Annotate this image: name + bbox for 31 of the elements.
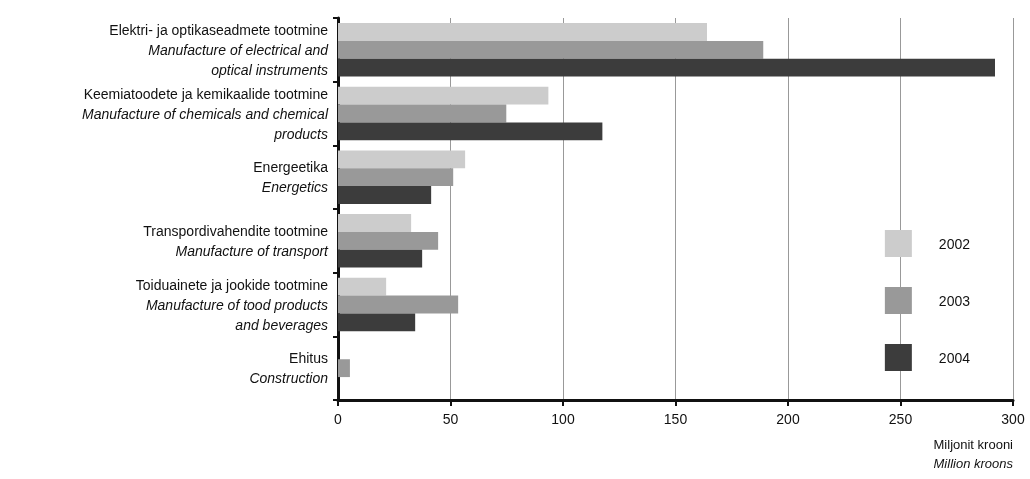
bar <box>338 186 432 204</box>
x-tick-label: 250 <box>888 411 913 427</box>
bar <box>338 122 603 141</box>
bar <box>338 249 423 268</box>
y-tick-label: Toiduainete ja jookide tootmine Manufacture of tood products and beverages <box>135 276 329 333</box>
bar <box>338 150 466 169</box>
bar <box>338 58 995 77</box>
y-tick-label: Elektri- ja optikaseadmete tootmine Manufacture of electrical and optical instruments <box>109 21 330 78</box>
x-tick-label: 100 <box>551 411 575 427</box>
x-axis-title: Miljonit krooni Million kroons <box>933 437 1014 471</box>
bar <box>338 313 416 332</box>
x-tick-label: 0 <box>334 411 343 427</box>
bar <box>338 86 549 105</box>
y-tick-label: Transpordivahendite tootmine Manufacture of transport <box>143 222 330 259</box>
y-tick-label: Keemiatoodete ja kemikaalide tootmine Manufacture of chemicals and chemical products <box>82 85 329 142</box>
x-tick-label: 200 <box>776 411 800 427</box>
y-tick-label: Energeetika Energetics <box>253 159 329 196</box>
bar <box>338 104 507 123</box>
legend-label: 2002 <box>938 235 971 252</box>
x-tick-label: 150 <box>663 411 688 427</box>
y-tick-label: Ehitus Construction <box>249 350 329 387</box>
bar <box>338 359 350 378</box>
bar <box>338 231 439 250</box>
x-tick-label: 300 <box>1001 411 1025 427</box>
legend-label: 2004 <box>938 349 971 366</box>
x-tick-label: 50 <box>442 411 459 427</box>
bar <box>338 277 387 296</box>
bar <box>338 40 764 59</box>
legend-label: 2003 <box>938 292 971 309</box>
bar <box>338 214 412 232</box>
bar <box>338 23 707 41</box>
